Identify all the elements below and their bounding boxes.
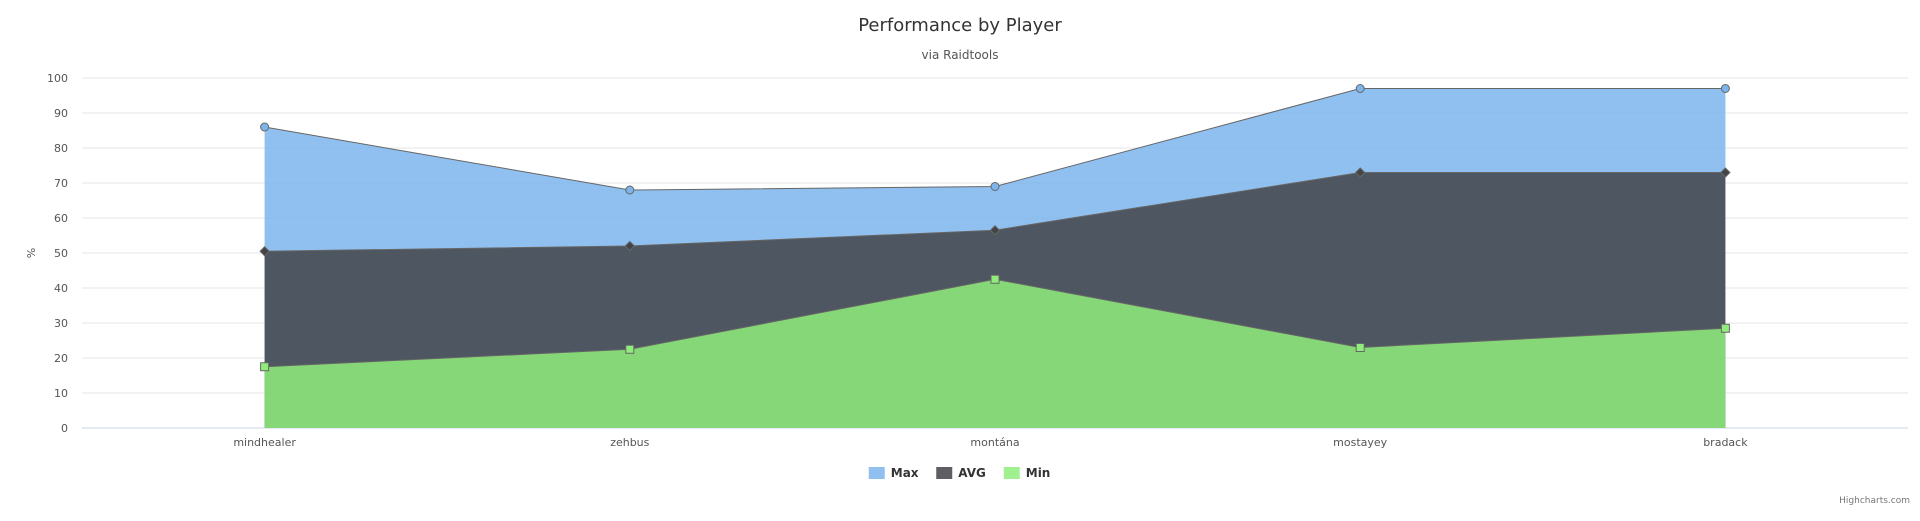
legend-label: Max — [891, 466, 919, 480]
y-tick-label: 50 — [54, 247, 68, 260]
marker-avg[interactable] — [1354, 167, 1366, 178]
y-tick-label: 60 — [54, 212, 68, 225]
y-tick-label: 30 — [54, 317, 68, 330]
legend-item-max[interactable]: Max — [868, 466, 919, 480]
legend: Max AVG Min — [868, 466, 1051, 480]
x-tick-label: bradack — [1703, 436, 1748, 449]
marker-min[interactable] — [1355, 343, 1365, 352]
marker-avg[interactable] — [1720, 167, 1731, 178]
marker-min[interactable] — [625, 344, 635, 354]
legend-swatch — [1003, 467, 1020, 479]
marker-avg[interactable] — [989, 225, 1001, 236]
legend-label: AVG — [958, 466, 986, 480]
x-tick-label: mindhealer — [233, 436, 296, 449]
marker-min[interactable] — [1720, 323, 1730, 333]
y-axis-ticks: 0 10 20 30 40 50 60 70 80 90 100 — [47, 72, 68, 435]
credits-link[interactable]: Highcharts.com — [1839, 496, 1910, 506]
marker-min[interactable] — [260, 362, 270, 372]
y-tick-label: 100 — [47, 72, 68, 85]
y-tick-label: 40 — [54, 282, 68, 295]
marker-max[interactable] — [625, 185, 635, 195]
marker-avg[interactable] — [259, 246, 270, 257]
y-tick-label: 20 — [54, 352, 68, 365]
x-tick-label: mostayey — [1333, 436, 1388, 449]
chart-subtitle: via Raidtools — [922, 48, 999, 62]
x-axis-ticks: mindhealer zehbus montána mostayey bradack — [233, 436, 1748, 449]
series-areas — [264, 88, 1726, 428]
legend-item-min[interactable]: Min — [1003, 466, 1051, 480]
y-tick-label: 70 — [54, 177, 68, 190]
legend-swatch — [936, 467, 953, 479]
marker-max[interactable] — [990, 182, 1000, 191]
legend-item-avg[interactable]: AVG — [936, 466, 986, 480]
y-tick-label: 10 — [54, 387, 68, 400]
legend-label: Min — [1026, 466, 1051, 480]
x-tick-label: zehbus — [610, 436, 649, 449]
y-tick-label: 80 — [54, 142, 68, 155]
marker-min[interactable] — [990, 274, 1000, 284]
series-markers — [259, 84, 1731, 372]
y-axis-title: % — [25, 248, 38, 258]
marker-max[interactable] — [260, 122, 270, 132]
area-min — [264, 279, 1726, 428]
y-tick-label: 0 — [61, 422, 68, 435]
marker-avg[interactable] — [624, 240, 636, 252]
legend-swatch — [868, 467, 885, 479]
y-tick-label: 90 — [54, 107, 68, 120]
marker-max[interactable] — [1355, 84, 1365, 93]
chart-title: Performance by Player — [858, 15, 1062, 36]
x-tick-label: montána — [970, 436, 1019, 449]
marker-max[interactable] — [1720, 84, 1730, 93]
